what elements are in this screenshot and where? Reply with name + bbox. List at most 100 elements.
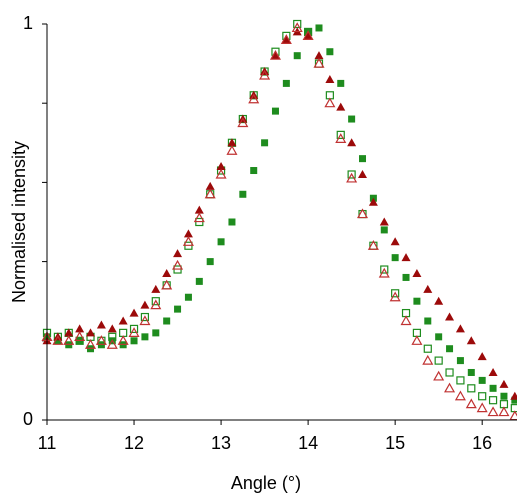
marker (434, 356, 443, 365)
marker (347, 138, 357, 147)
marker (445, 368, 454, 377)
marker (130, 337, 138, 345)
marker (477, 352, 487, 361)
marker (412, 268, 422, 277)
marker (487, 406, 499, 417)
marker (467, 368, 475, 376)
marker (411, 335, 423, 345)
x-tick-label: 11 (38, 433, 57, 453)
marker (162, 268, 172, 277)
marker (467, 384, 476, 393)
marker (465, 398, 477, 409)
marker (391, 289, 400, 298)
marker (140, 300, 150, 309)
marker (488, 396, 498, 405)
marker (281, 35, 291, 44)
marker (215, 168, 227, 179)
marker (391, 254, 399, 262)
marker (248, 93, 260, 104)
marker (476, 402, 488, 413)
marker (500, 392, 508, 400)
marker (313, 57, 325, 68)
marker (359, 155, 367, 163)
marker (302, 30, 314, 40)
marker (433, 370, 445, 381)
marker (139, 315, 151, 326)
marker (205, 181, 215, 190)
marker (380, 265, 389, 274)
marker (195, 277, 203, 285)
marker (183, 229, 193, 238)
marker (478, 376, 486, 384)
marker (173, 249, 183, 258)
marker (422, 354, 434, 365)
marker (141, 333, 149, 341)
marker (75, 324, 85, 333)
marker (424, 317, 432, 325)
marker (456, 376, 465, 385)
marker (401, 253, 411, 262)
marker (96, 320, 106, 329)
marker (74, 331, 86, 341)
marker (314, 51, 324, 60)
marker (348, 115, 356, 123)
marker (204, 188, 216, 199)
x-tick-label: 16 (472, 433, 492, 453)
marker (194, 205, 204, 214)
marker (499, 379, 509, 388)
marker (336, 130, 345, 139)
marker (315, 24, 323, 32)
marker (117, 335, 129, 345)
marker (446, 345, 454, 353)
marker (206, 258, 214, 266)
marker (368, 197, 378, 206)
y-tick-label: 1 (23, 13, 33, 33)
marker (444, 382, 456, 393)
marker (217, 238, 225, 246)
marker (488, 367, 498, 376)
marker (129, 324, 139, 334)
y-axis-label: Normalised intensity (9, 141, 29, 303)
marker (150, 299, 162, 310)
marker (498, 406, 510, 417)
marker (367, 240, 379, 250)
marker (151, 284, 161, 293)
marker (380, 226, 388, 234)
marker (356, 208, 369, 219)
marker (378, 267, 390, 278)
marker (400, 315, 412, 326)
marker (489, 384, 497, 392)
marker (379, 217, 389, 226)
marker (152, 329, 160, 337)
marker (291, 22, 303, 33)
marker (478, 392, 487, 401)
marker (347, 170, 356, 179)
marker (282, 79, 290, 87)
marker (172, 259, 184, 270)
marker (129, 308, 139, 317)
marker (239, 190, 247, 198)
marker (107, 324, 117, 333)
marker (271, 107, 279, 115)
marker (423, 344, 432, 353)
marker (413, 297, 421, 305)
marker (52, 335, 64, 345)
y-tick-label: 0 (23, 409, 33, 429)
marker (161, 279, 173, 290)
marker (193, 212, 205, 223)
marker (336, 102, 346, 111)
marker (510, 404, 517, 413)
marker (64, 328, 74, 337)
marker (293, 52, 301, 60)
marker (216, 162, 226, 171)
marker (95, 335, 107, 345)
marker (509, 410, 517, 421)
marker (346, 172, 358, 183)
marker (326, 48, 334, 56)
marker (227, 138, 237, 147)
marker (303, 31, 313, 40)
marker (228, 218, 236, 226)
marker (140, 312, 150, 322)
marker (280, 34, 292, 44)
marker (163, 317, 171, 325)
